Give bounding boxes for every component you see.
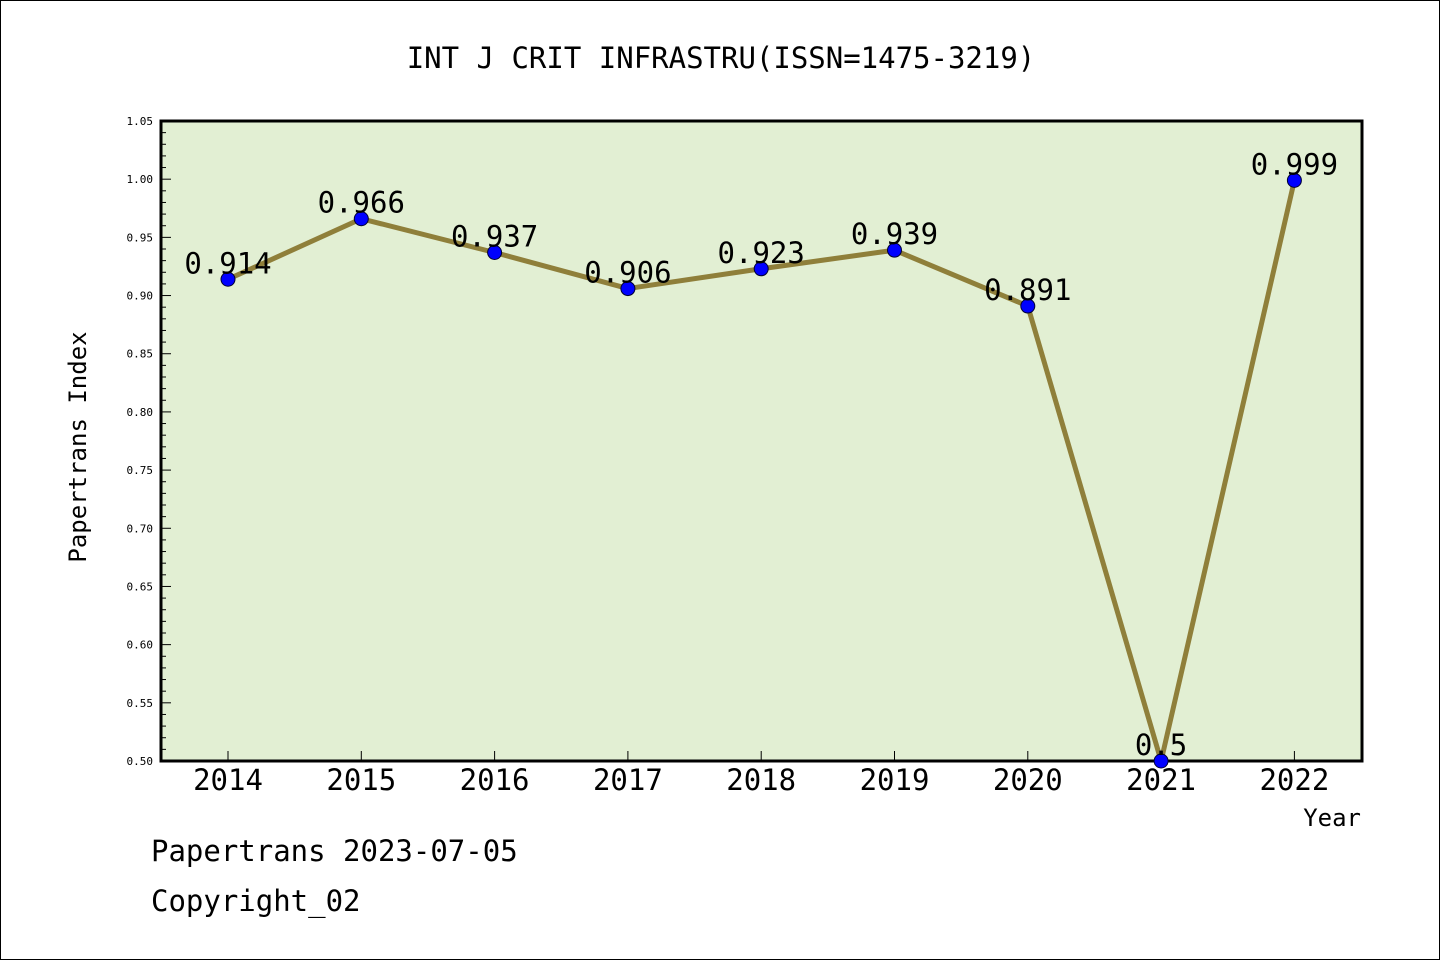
data-point: [1286, 172, 1302, 188]
y-tick-label: 0.90: [127, 290, 154, 303]
x-tick-label: 2021: [1126, 763, 1196, 797]
footer-copyright: Copyright_02: [151, 884, 361, 918]
y-tick-label: 0.85: [127, 348, 154, 361]
data-point: [1153, 753, 1169, 769]
data-label: 0.937: [451, 219, 538, 253]
data-label: 0.939: [851, 217, 938, 251]
x-tick-label: 2015: [326, 763, 396, 797]
data-label: 0.5: [1135, 728, 1187, 762]
y-tick-label: 0.80: [127, 406, 154, 419]
data-label: 0.906: [584, 256, 671, 290]
data-label: 0.923: [718, 236, 805, 270]
data-label: 0.966: [318, 186, 405, 220]
x-axis-label: Year: [1303, 804, 1361, 832]
x-tick-label: 2018: [726, 763, 796, 797]
data-point: [887, 242, 902, 258]
data-labels: 0.914 0.966 0.937 0.906 0.923 0.939 0.891 0.5 0.…: [184, 147, 1338, 762]
chart-title: INT J CRIT INFRASTRU(ISSN=1475-3219): [407, 41, 1036, 75]
y-tick-label: 0.70: [127, 522, 154, 535]
y-tick-label: 0.50: [127, 755, 154, 768]
y-axis-label: Papertrans Index: [64, 331, 92, 562]
data-point: [1020, 298, 1036, 314]
x-tick-label: 2017: [593, 763, 663, 797]
x-axis: 2014 2015 2016 2017 2018 2019 2020 2021 2022: [193, 751, 1329, 797]
y-tick-label: 1.05: [127, 115, 154, 128]
data-point: [620, 281, 636, 297]
data-label: 0.914: [184, 246, 271, 280]
data-point: [353, 211, 369, 227]
y-tick-label: 0.75: [127, 464, 154, 477]
y-tick-label: 0.65: [127, 580, 154, 593]
footer-date-line: Papertrans 2023-07-05: [151, 834, 518, 868]
y-axis: 0.50 0.55 0.60 0.65 0.70 0.75 0.80 0.85 0.90 0.95…: [127, 115, 171, 768]
data-point: [220, 271, 236, 287]
data-markers: [220, 172, 1302, 769]
x-tick-label: 2014: [193, 763, 263, 797]
x-tick-label: 2020: [993, 763, 1063, 797]
data-point: [753, 261, 769, 277]
y-tick-label: 0.60: [127, 639, 154, 652]
y-tick-label: 0.95: [127, 231, 154, 244]
plot-area: [159, 119, 1364, 763]
data-label: 0.999: [1251, 147, 1338, 181]
x-tick-label: 2016: [460, 763, 530, 797]
x-tick-label: 2019: [860, 763, 930, 797]
x-tick-label: 2022: [1259, 763, 1329, 797]
y-tick-label: 0.55: [127, 697, 154, 710]
y-tick-label: 1.00: [127, 173, 154, 186]
data-label: 0.891: [984, 273, 1071, 307]
data-point: [487, 244, 503, 260]
